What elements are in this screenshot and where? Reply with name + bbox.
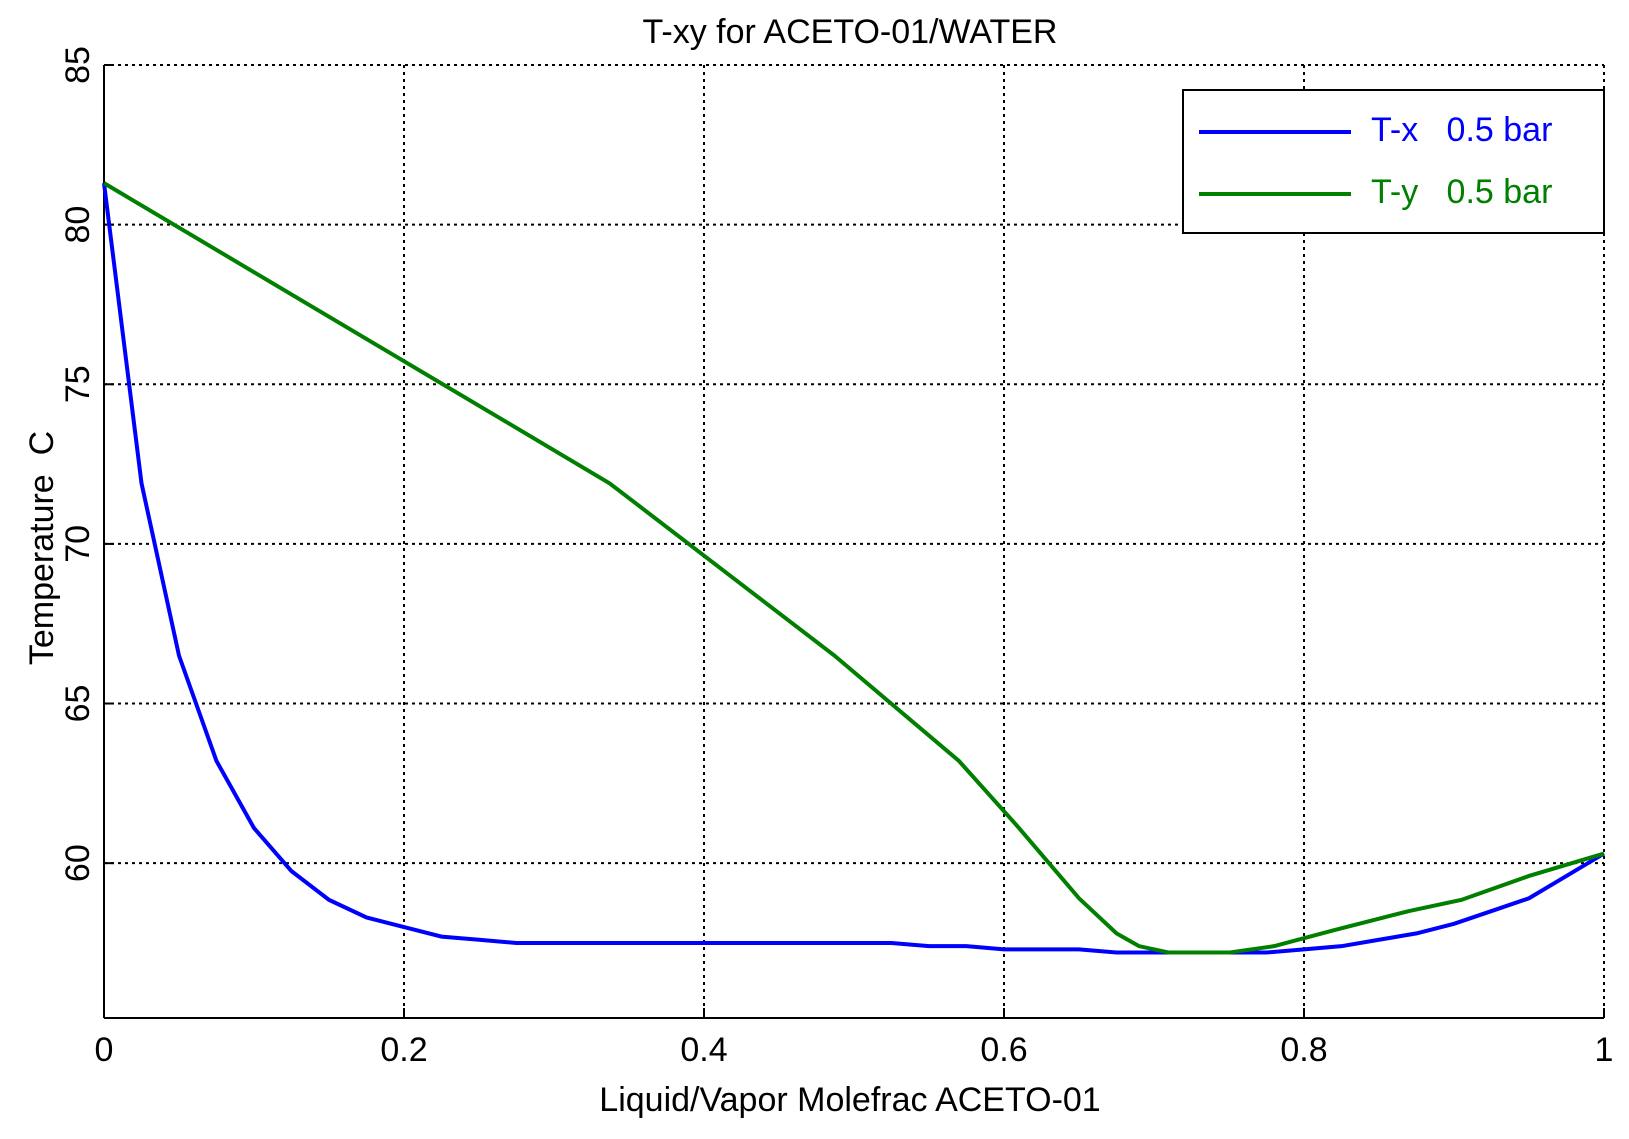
x-tick-label: 0.4	[680, 1031, 727, 1069]
legend-box	[1182, 89, 1605, 234]
x-axis-label: Liquid/Vapor Molefrac ACETO-01	[599, 1081, 1100, 1119]
y-tick-label: 65	[59, 685, 97, 723]
chart-title: T-xy for ACETO-01/WATER	[643, 13, 1058, 51]
y-tick-label: 75	[59, 365, 97, 403]
x-tick-label: 1	[1595, 1031, 1614, 1069]
x-tick-label: 0	[95, 1031, 114, 1069]
x-tick-label: 0.8	[1280, 1031, 1327, 1069]
y-tick-label: 80	[59, 206, 97, 244]
series-line	[102, 181, 1605, 955]
x-tick-label: 0.6	[980, 1031, 1027, 1069]
y-tick-label: 70	[59, 525, 97, 563]
y-tick-label: 60	[59, 844, 97, 882]
x-tick-label: 0.2	[380, 1031, 427, 1069]
legend-label: T-x 0.5 bar	[1371, 111, 1552, 149]
y-tick-label: 85	[59, 46, 97, 84]
series-line	[102, 182, 1606, 955]
legend-label: T-y 0.5 bar	[1371, 173, 1552, 211]
y-axis-label: Temperature C	[23, 431, 61, 665]
